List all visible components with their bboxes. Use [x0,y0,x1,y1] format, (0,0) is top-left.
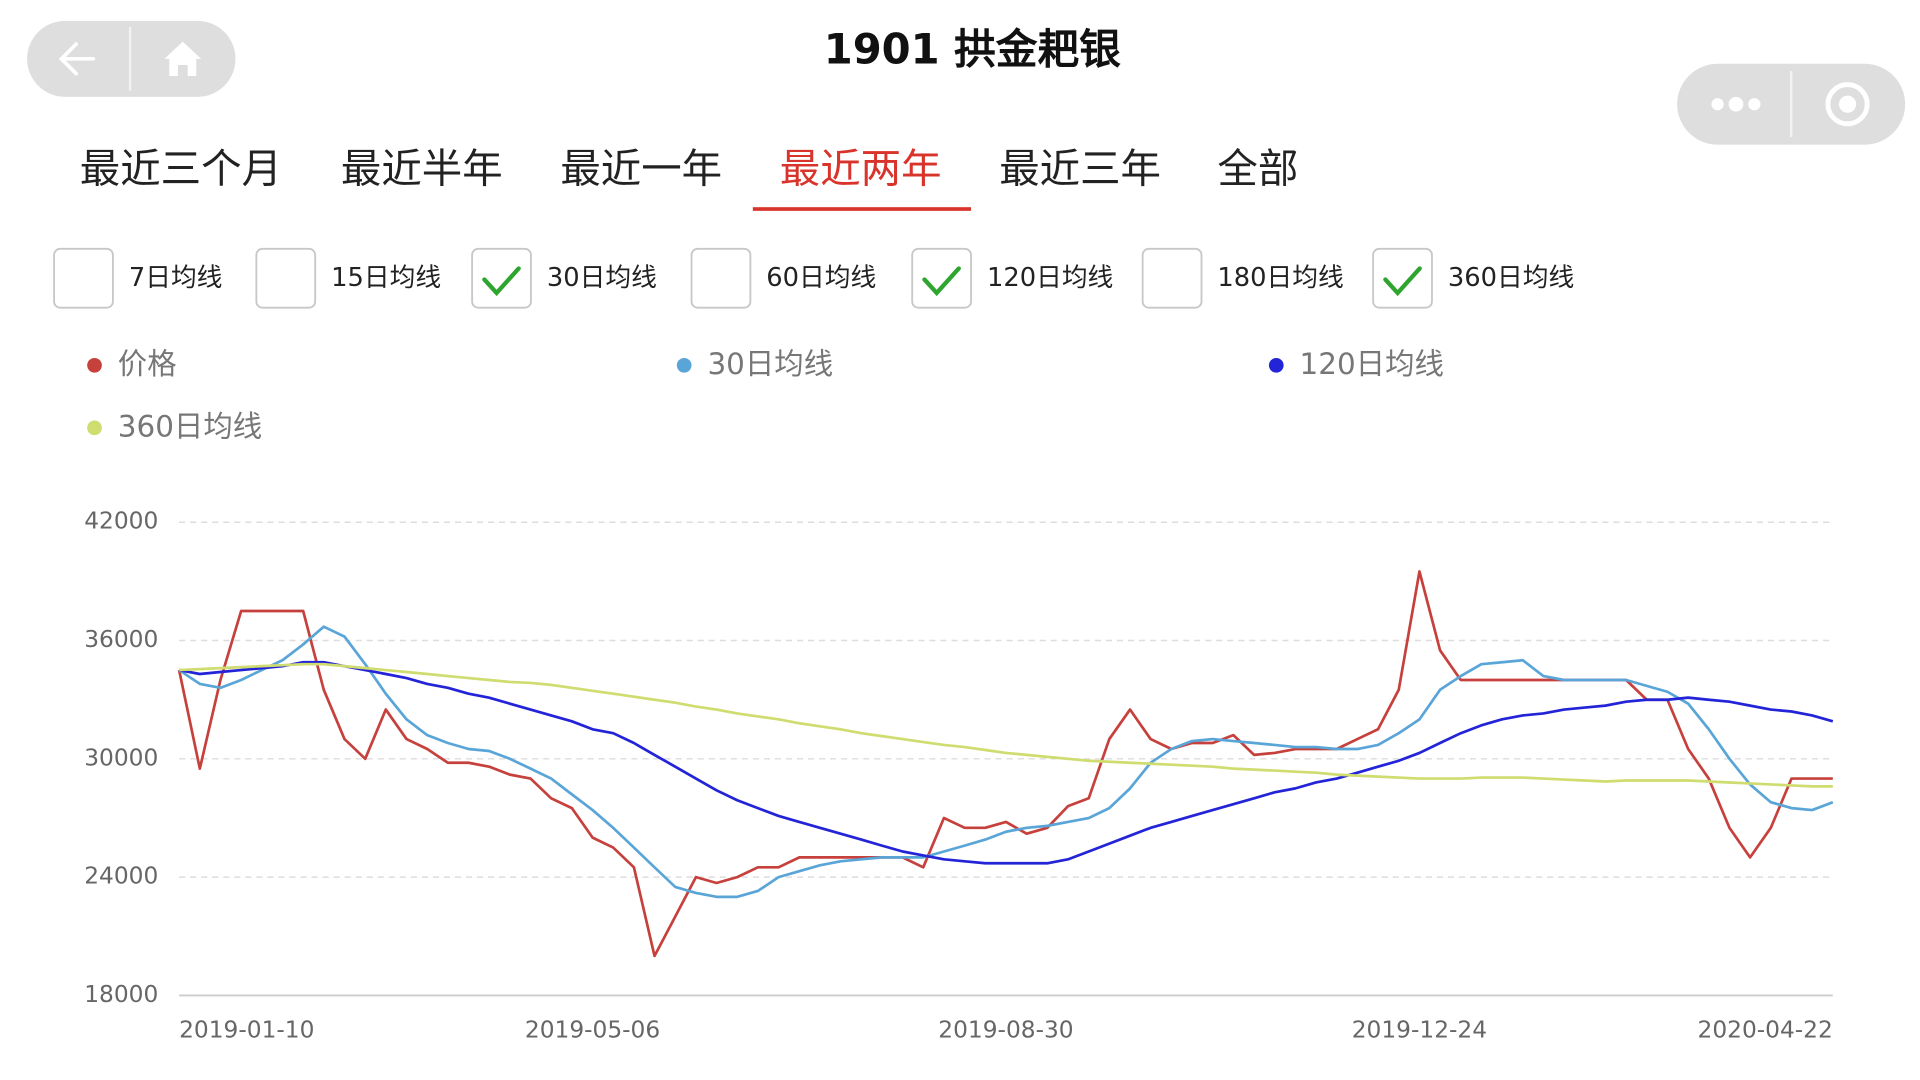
checkbox-label: 180日均线 [1217,263,1343,293]
checkbox[interactable]: 60日均线 [690,247,877,309]
checkbox-label: 120日均线 [987,263,1113,293]
checkbox-box [471,247,532,309]
legend-label: 价格 [118,347,177,381]
x-tick-label: 2019-05-06 [525,1016,660,1043]
ring [1825,82,1870,127]
series-line [179,662,1833,788]
tab-label: 最近两年 [780,145,942,193]
x-tick-label: 2019-08-30 [938,1016,1073,1043]
checkbox-label: 15日均线 [331,263,441,293]
x-tick-label: 2019-12-24 [1352,1016,1487,1043]
legend-dot [87,357,102,373]
tab-label: 全部 [1217,145,1298,193]
tab-label: 最近三个月 [80,145,282,193]
checkmark [482,266,521,297]
x-tick-label: 2019-01-10 [179,1016,314,1043]
checkbox-label: 7日均线 [129,263,223,293]
dot [1711,98,1724,111]
checkbox-box [911,247,972,309]
chart: 18000 24000 30000 36000 42000 2019-01-10 2019-… [84,508,1834,1043]
series-line [178,625,1834,899]
checkbox[interactable]: 360日均线 [1372,247,1574,309]
checkbox[interactable]: 7日均线 [53,247,223,309]
menu-capsule [1677,63,1906,145]
legend-label: 30日均线 [707,347,833,381]
dot [1728,96,1744,112]
tab-underline [752,207,972,211]
checkbox-box [690,247,752,309]
back-button[interactable] [58,42,96,76]
tab-bar: 最近三个月 最近半年 最近一年 最近两年 最近三年 全部 [80,145,1298,211]
legend: 价格 30日均线 120日均线 360日均线 [87,347,1444,443]
legend-dot [676,357,692,373]
more-button[interactable] [1711,96,1761,112]
checkbox[interactable]: 30日均线 [471,247,657,309]
y-tick-label: 30000 [84,744,158,771]
tab[interactable]: 最近一年 [560,145,722,193]
y-tick-label: 36000 [84,626,158,653]
y-tick-label: 18000 [84,981,158,1008]
series-line [177,570,1833,958]
y-tick-label: 24000 [84,863,158,890]
checkbox-row: 7日均线 15日均线 30日均线 60日均线 120日均线 180日均线 360日均线 [53,247,1574,309]
checkbox-label: 360日均线 [1448,263,1574,293]
legend-dot [1268,357,1284,373]
back-icon [58,42,96,76]
dot [1748,98,1761,111]
checkbox-box [1372,247,1433,309]
checkbox-box [1141,247,1203,309]
tab-label: 最近三年 [999,145,1161,193]
capsule-bg [27,20,236,97]
checkbox-label: 30日均线 [547,263,657,293]
y-tick-label: 42000 [84,508,158,535]
tab[interactable]: 全部 [1217,145,1298,193]
tab[interactable]: 最近三年 [999,145,1161,193]
tab-label: 最近半年 [341,145,503,193]
page-title: 1901 拱金耙银 [824,25,1121,74]
legend-label: 120日均线 [1300,347,1444,381]
ring-dot [1838,95,1857,113]
tab-label: 最近一年 [560,145,722,193]
checkmark [1383,266,1422,297]
checkbox[interactable]: 180日均线 [1141,247,1344,309]
nav-capsule [27,20,236,97]
checkbox[interactable]: 120日均线 [911,247,1113,309]
tab[interactable]: 最近三个月 [80,145,282,193]
checkbox-box [53,247,114,309]
checkmark [922,266,961,297]
x-tick-label: 2020-04-22 [1698,1016,1833,1043]
legend-label: 360日均线 [118,409,262,443]
legend-dot [87,420,102,436]
checkbox[interactable]: 15日均线 [255,247,441,309]
tab[interactable]: 最近两年 [752,145,972,211]
checkbox-label: 60日均线 [766,263,876,293]
checkbox-box [255,247,317,309]
close-button[interactable] [1825,82,1870,127]
tab[interactable]: 最近半年 [341,145,503,193]
series-line [178,660,1834,865]
